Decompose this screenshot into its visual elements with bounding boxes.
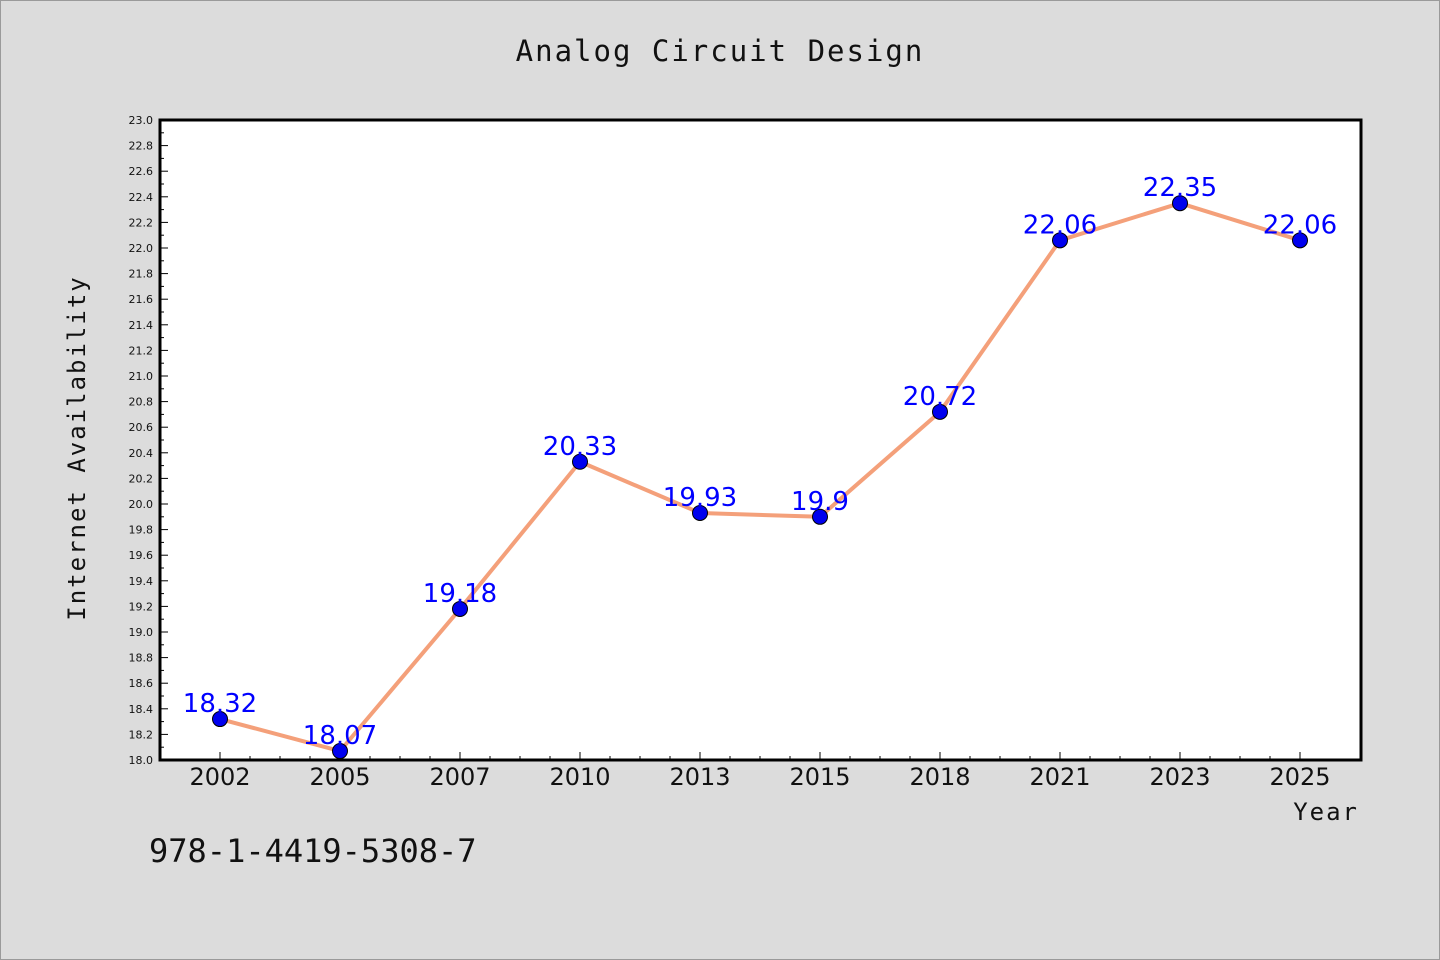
y-tick-label: 18.4: [129, 703, 154, 716]
x-tick-label: 2018: [909, 763, 970, 791]
data-point: [572, 453, 588, 470]
y-tick-label: 19.8: [129, 524, 154, 537]
chart-title: Analog Circuit Design: [515, 34, 925, 68]
x-tick-label: 2005: [309, 763, 370, 791]
y-tick-label: 19.2: [129, 600, 154, 613]
y-tick-label: 21.2: [129, 344, 154, 357]
y-tick-label: 21.4: [129, 319, 154, 332]
y-tick-label: 22.2: [129, 216, 154, 229]
y-tick-label: 20.6: [129, 421, 154, 434]
y-tick-label: 20.4: [129, 447, 154, 460]
y-tick-label: 18.2: [129, 728, 154, 741]
data-label: 22.06: [1263, 210, 1337, 240]
isbn-label: 978-1-4419-5308-7: [149, 832, 477, 870]
data-label: 18.07: [303, 721, 377, 751]
y-tick-label: 22.6: [129, 165, 154, 178]
y-tick-label: 21.0: [129, 370, 154, 383]
series-line: [219, 201, 1301, 754]
data-point: [212, 711, 228, 728]
plot-area: [160, 120, 1361, 760]
plot-border: [158, 118, 1363, 762]
data-label: 22.06: [1023, 210, 1097, 240]
y-tick-label: 20.2: [129, 472, 154, 485]
data-point: [1052, 232, 1068, 249]
y-tick-label: 18.6: [129, 677, 154, 690]
data-label: 19.93: [663, 483, 737, 513]
y-tick-label: 21.8: [129, 268, 154, 281]
y-tick-label: 19.6: [129, 549, 154, 562]
y-axis-title: Internet Availability: [63, 275, 91, 620]
x-tick-label: 2013: [669, 763, 730, 791]
y-tick-label: 18.0: [129, 754, 154, 767]
y-tick-label: 22.8: [129, 140, 154, 153]
x-axis-title: Year: [1293, 798, 1359, 826]
x-tick-label: 2010: [549, 763, 610, 791]
x-tick-label: 2007: [429, 763, 490, 791]
y-tick-label: 18.8: [129, 652, 154, 665]
data-label: 18.32: [183, 689, 257, 719]
data-label: 19.9: [791, 487, 849, 517]
x-tick-label: 2023: [1149, 763, 1210, 791]
y-tick-label: 20.8: [129, 396, 154, 409]
x-tick-label: 2025: [1269, 763, 1330, 791]
y-tick-label: 22.4: [129, 191, 154, 204]
data-point: [812, 508, 828, 525]
data-point: [932, 403, 948, 420]
x-tick-label: 2015: [789, 763, 850, 791]
data-label: 20.33: [543, 432, 617, 462]
y-tick-label: 23.0: [129, 114, 154, 127]
data-label: 19.18: [423, 579, 497, 609]
data-point: [452, 600, 468, 617]
y-tick-label: 22.0: [129, 242, 154, 255]
data-point: [692, 504, 708, 521]
y-tick-label: 19.0: [129, 626, 154, 639]
x-tick-label: 2002: [189, 763, 250, 791]
y-tick-label: 21.6: [129, 293, 154, 306]
data-label: 20.72: [903, 382, 977, 412]
data-label: 22.35: [1143, 173, 1217, 203]
data-point: [1292, 232, 1308, 249]
y-tick-label: 20.0: [129, 498, 154, 511]
data-point: [1172, 195, 1188, 212]
y-tick-label: 19.4: [129, 575, 154, 588]
x-tick-label: 2021: [1029, 763, 1090, 791]
data-point: [332, 743, 348, 760]
